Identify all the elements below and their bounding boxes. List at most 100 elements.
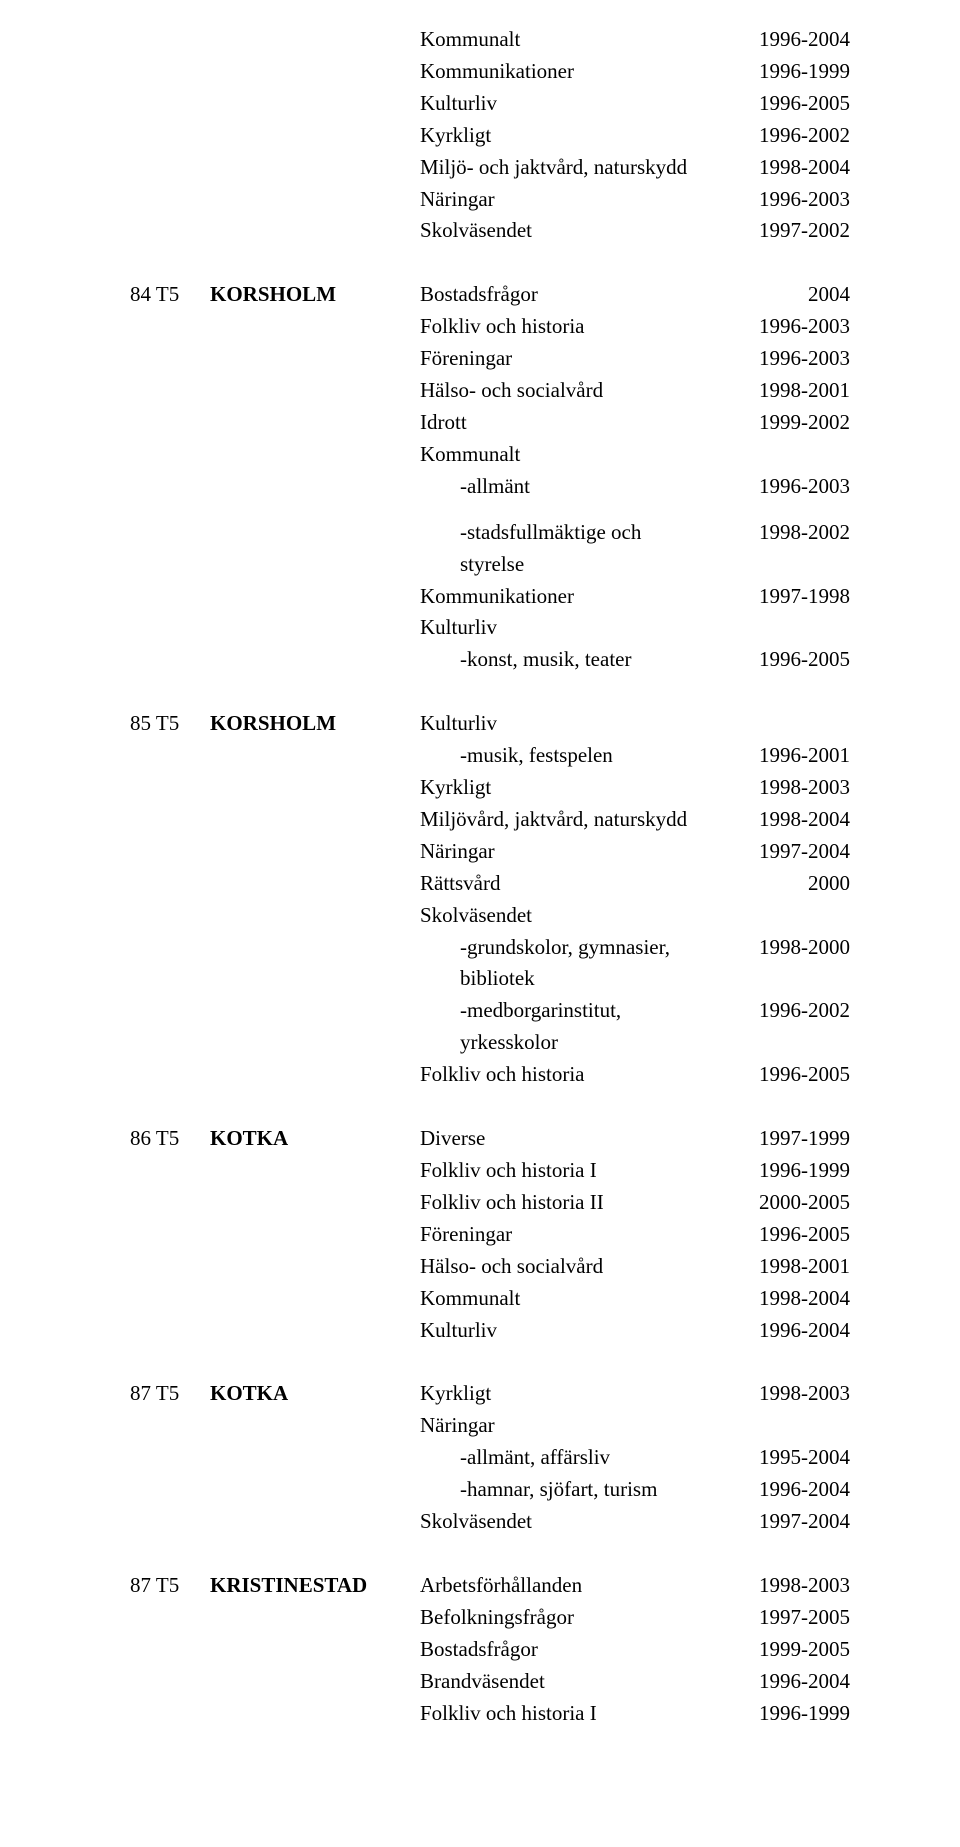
entry-label: Skolväsendet (420, 900, 720, 932)
entry-label: -musik, festspelen (420, 740, 720, 772)
entry-label: -medborgarinstitut, yrkesskolor (420, 995, 720, 1059)
vertical-gap (130, 503, 850, 517)
entry-row: Kulturliv1996-2004 (130, 1315, 850, 1347)
entry-value: 1996-2005 (720, 644, 850, 676)
entry-location: KRISTINESTAD (210, 1570, 420, 1602)
entry-row: Föreningar1996-2003 (130, 343, 850, 375)
entry-label: Skolväsendet (420, 1506, 720, 1538)
entry-label: Diverse (420, 1123, 720, 1155)
vertical-gap (130, 1346, 850, 1378)
entry-label: Föreningar (420, 343, 720, 375)
entry-value: 2000-2005 (720, 1187, 850, 1219)
entry-code: 87 T5 (130, 1378, 210, 1410)
entry-label: Rättsvård (420, 868, 720, 900)
entry-row: Kommunalt1996-2004 (130, 24, 850, 56)
entry-label: Kommunikationer (420, 581, 720, 613)
entry-row: Folkliv och historia I1996-1999 (130, 1155, 850, 1187)
entry-value: 1996-2004 (720, 24, 850, 56)
entry-row: Befolkningsfrågor1997-2005 (130, 1602, 850, 1634)
entry-row: -konst, musik, teater1996-2005 (130, 644, 850, 676)
entry-value: 1997-2004 (720, 1506, 850, 1538)
entry-row: Näringar1997-2004 (130, 836, 850, 868)
entry-label: Folkliv och historia I (420, 1698, 720, 1730)
entry-label: Kulturliv (420, 88, 720, 120)
entry-value: 1998-2001 (720, 1251, 850, 1283)
entry-label: Kommunalt (420, 1283, 720, 1315)
entry-row: Hälso- och socialvård1998-2001 (130, 375, 850, 407)
entry-row: Kommunikationer1996-1999 (130, 56, 850, 88)
entry-value: 1996-2005 (720, 1219, 850, 1251)
entry-value: 1996-1999 (720, 56, 850, 88)
entry-value: 1996-1999 (720, 1155, 850, 1187)
entry-code: 86 T5 (130, 1123, 210, 1155)
entry-label: Kulturliv (420, 612, 720, 644)
entry-row: Miljövård, jaktvård, naturskydd1998-2004 (130, 804, 850, 836)
entry-row: Brandväsendet1996-2004 (130, 1666, 850, 1698)
entry-row: Kulturliv1996-2005 (130, 88, 850, 120)
entry-row: Skolväsendet1997-2004 (130, 1506, 850, 1538)
entry-label: Kyrkligt (420, 1378, 720, 1410)
entry-value: 1996-2003 (720, 184, 850, 216)
entry-location: KOTKA (210, 1378, 420, 1410)
entry-row: -hamnar, sjöfart, turism1996-2004 (130, 1474, 850, 1506)
entry-row: Bostadsfrågor1999-2005 (130, 1634, 850, 1666)
entry-label: Kulturliv (420, 1315, 720, 1347)
entry-label: Kyrkligt (420, 120, 720, 152)
entry-row: Näringar (130, 1410, 850, 1442)
entry-row: 85 T5KORSHOLMKulturliv (130, 708, 850, 740)
entry-label: Bostadsfrågor (420, 1634, 720, 1666)
entry-value: 1996-1999 (720, 1698, 850, 1730)
entry-location: KOTKA (210, 1123, 420, 1155)
entry-row: Rättsvård2000 (130, 868, 850, 900)
entry-value: 1998-2002 (720, 517, 850, 549)
entry-code: 85 T5 (130, 708, 210, 740)
entry-row: Skolväsendet (130, 900, 850, 932)
entry-value: 1998-2004 (720, 1283, 850, 1315)
entry-row: -allmänt, affärsliv1995-2004 (130, 1442, 850, 1474)
entry-value: 1998-2004 (720, 804, 850, 836)
entry-value: 1996-2004 (720, 1315, 850, 1347)
entry-row: -stadsfullmäktige och styrelse1998-2002 (130, 517, 850, 581)
entry-row: Folkliv och historia I1996-1999 (130, 1698, 850, 1730)
entry-label: Kommunalt (420, 24, 720, 56)
entry-row: -musik, festspelen1996-2001 (130, 740, 850, 772)
entry-value: 1996-2003 (720, 311, 850, 343)
entry-row: 84 T5KORSHOLMBostadsfrågor2004 (130, 279, 850, 311)
entry-value: 1997-1998 (720, 581, 850, 613)
entry-label: -allmänt (420, 471, 720, 503)
entry-label: Miljö- och jaktvård, naturskydd (420, 152, 720, 184)
entry-label: Miljövård, jaktvård, naturskydd (420, 804, 720, 836)
entry-row: Näringar1996-2003 (130, 184, 850, 216)
entry-value: 1996-2001 (720, 740, 850, 772)
entry-label: Kommunikationer (420, 56, 720, 88)
entry-label: -allmänt, affärsliv (420, 1442, 720, 1474)
entry-row: Skolväsendet1997-2002 (130, 215, 850, 247)
entry-value: 1998-2003 (720, 1570, 850, 1602)
entry-value: 2004 (720, 279, 850, 311)
vertical-gap (130, 247, 850, 279)
entry-row: Folkliv och historia1996-2005 (130, 1059, 850, 1091)
entry-label: Folkliv och historia II (420, 1187, 720, 1219)
entry-value: 2000 (720, 868, 850, 900)
entry-value: 1998-2004 (720, 152, 850, 184)
entry-value: 1996-2004 (720, 1474, 850, 1506)
entry-label: Bostadsfrågor (420, 279, 720, 311)
document-page: Kommunalt1996-2004Kommunikationer1996-19… (0, 24, 960, 1730)
entry-row: Kulturliv (130, 612, 850, 644)
entry-value: 1996-2005 (720, 1059, 850, 1091)
entry-value: 1995-2004 (720, 1442, 850, 1474)
entry-label: Idrott (420, 407, 720, 439)
entry-value: 1996-2002 (720, 995, 850, 1027)
entry-label: Näringar (420, 184, 720, 216)
entry-value: 1997-1999 (720, 1123, 850, 1155)
entry-row: 87 T5KRISTINESTADArbetsförhållanden1998-… (130, 1570, 850, 1602)
entry-label: Folkliv och historia (420, 1059, 720, 1091)
entry-label: Kommunalt (420, 439, 720, 471)
entry-row: Kommunikationer1997-1998 (130, 581, 850, 613)
entry-label: Folkliv och historia I (420, 1155, 720, 1187)
entry-label: Brandväsendet (420, 1666, 720, 1698)
entry-value: 1998-2001 (720, 375, 850, 407)
entry-value: 1997-2005 (720, 1602, 850, 1634)
entry-location: KORSHOLM (210, 708, 420, 740)
entry-value: 1998-2000 (720, 932, 850, 964)
